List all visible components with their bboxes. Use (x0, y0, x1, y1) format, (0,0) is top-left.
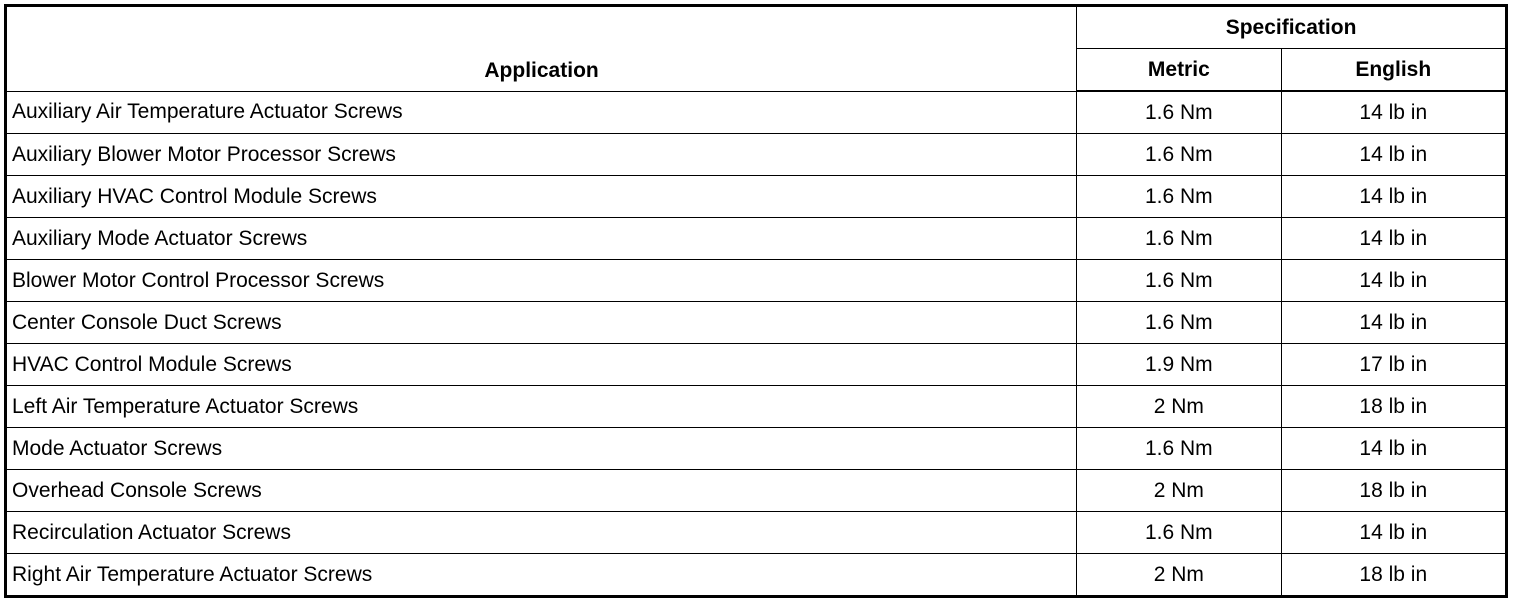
header-application: Application (4, 5, 1078, 92)
cell-english: 14 lb in (1280, 427, 1508, 470)
cell-application: Auxiliary Air Temperature Actuator Screw… (4, 90, 1078, 134)
cell-application: Blower Motor Control Processor Screws (4, 259, 1078, 302)
cell-english: 18 lb in (1280, 385, 1508, 428)
cell-metric: 1.6 Nm (1076, 511, 1282, 554)
cell-english: 18 lb in (1280, 469, 1508, 512)
header-metric: Metric (1076, 48, 1282, 92)
header-specification: Specification (1076, 5, 1507, 49)
table-row: Mode Actuator Screws 1.6 Nm 14 lb in (4, 427, 1508, 470)
cell-english: 14 lb in (1280, 175, 1508, 218)
table-row: Auxiliary HVAC Control Module Screws 1.6 … (4, 175, 1508, 218)
table-row: Right Air Temperature Actuator Screws 2 N… (4, 553, 1508, 597)
cell-application: Auxiliary Blower Motor Processor Screws (4, 133, 1078, 176)
table-row: Left Air Temperature Actuator Screws 2 Nm… (4, 385, 1508, 428)
cell-metric: 2 Nm (1076, 553, 1282, 597)
cell-metric: 1.6 Nm (1076, 259, 1282, 302)
table-row: Blower Motor Control Processor Screws 1.6… (4, 259, 1508, 302)
cell-metric: 1.6 Nm (1076, 133, 1282, 176)
cell-english: 17 lb in (1280, 343, 1508, 386)
cell-english: 14 lb in (1280, 90, 1508, 134)
cell-english: 18 lb in (1280, 553, 1508, 597)
cell-application: Center Console Duct Screws (4, 301, 1078, 344)
table-row: Recirculation Actuator Screws 1.6 Nm 14 lb… (4, 511, 1508, 554)
table-row: Auxiliary Air Temperature Actuator Screw… (4, 90, 1508, 134)
cell-application: Auxiliary Mode Actuator Screws (4, 217, 1078, 260)
cell-application: HVAC Control Module Screws (4, 343, 1078, 386)
cell-metric: 1.6 Nm (1076, 175, 1282, 218)
cell-english: 14 lb in (1280, 217, 1508, 260)
cell-metric: 1.6 Nm (1076, 301, 1282, 344)
cell-metric: 2 Nm (1076, 469, 1282, 512)
cell-application: Auxiliary HVAC Control Module Screws (4, 175, 1078, 218)
cell-metric: 1.6 Nm (1076, 217, 1282, 260)
fastener-spec-table: Application Specification Metric English… (4, 4, 1508, 598)
cell-application: Overhead Console Screws (4, 469, 1078, 512)
table-row: Center Console Duct Screws 1.6 Nm 14 lb in (4, 301, 1508, 344)
table-row: Auxiliary Blower Motor Processor Screws 1… (4, 133, 1508, 176)
cell-metric: 1.6 Nm (1076, 90, 1282, 134)
cell-english: 14 lb in (1280, 301, 1508, 344)
table-row: HVAC Control Module Screws 1.9 Nm 17 lb in (4, 343, 1508, 386)
cell-metric: 1.9 Nm (1076, 343, 1282, 386)
table-row: Auxiliary Mode Actuator Screws 1.6 Nm 14 l… (4, 217, 1508, 260)
cell-metric: 2 Nm (1076, 385, 1282, 428)
table-row: Overhead Console Screws 2 Nm 18 lb in (4, 469, 1508, 512)
cell-application: Mode Actuator Screws (4, 427, 1078, 470)
cell-application: Recirculation Actuator Screws (4, 511, 1078, 554)
cell-metric: 1.6 Nm (1076, 427, 1282, 470)
cell-application: Left Air Temperature Actuator Screws (4, 385, 1078, 428)
header-english: English (1280, 48, 1508, 92)
cell-english: 14 lb in (1280, 133, 1508, 176)
cell-english: 14 lb in (1280, 511, 1508, 554)
cell-english: 14 lb in (1280, 259, 1508, 302)
cell-application: Right Air Temperature Actuator Screws (4, 553, 1078, 597)
